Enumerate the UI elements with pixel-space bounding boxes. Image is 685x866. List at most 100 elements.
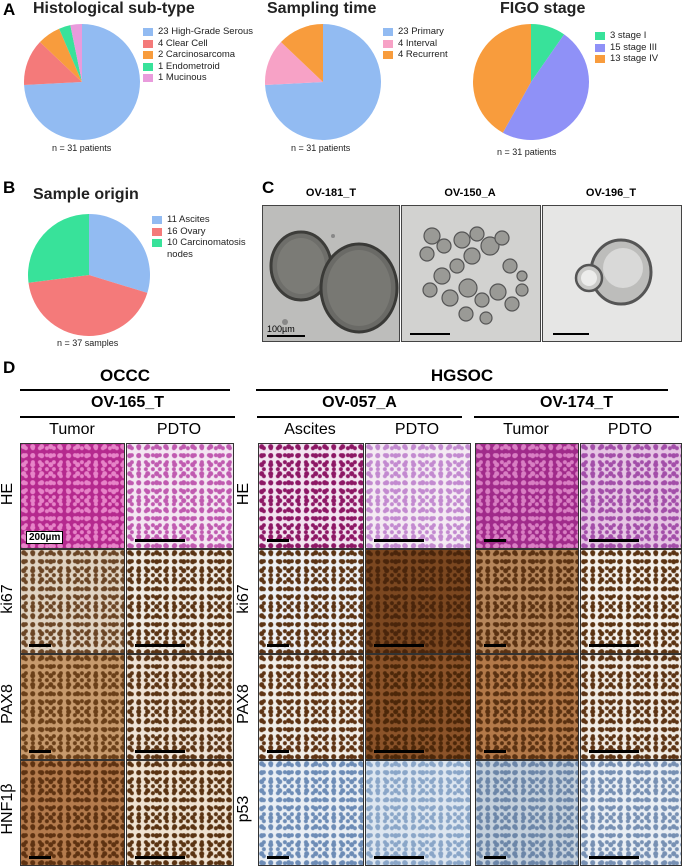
legend-swatch (143, 39, 153, 48)
organoid-label-2: OV-150_A (444, 187, 496, 199)
histology-tile (20, 549, 125, 654)
row-label: ki67 (235, 584, 252, 614)
histology-tile (365, 654, 471, 760)
histology-tile (258, 760, 364, 866)
histology-tile (580, 549, 682, 654)
histology-tile (20, 654, 125, 760)
histology-tile (258, 654, 364, 760)
pie-slice (59, 25, 82, 82)
panel-letter-a: A (3, 0, 16, 19)
histology-tile (20, 443, 125, 549)
pie-title-figo: FIGO stage (500, 0, 586, 17)
pie-chart-sampling (265, 24, 381, 140)
column-header: PDTO (156, 421, 202, 438)
pie-slice (24, 42, 82, 85)
row-label: HE (0, 482, 16, 506)
pie-slice (70, 24, 82, 82)
legend-swatch (143, 74, 153, 82)
row-label: HE (235, 482, 252, 506)
n-label-figo: n = 31 patients (497, 147, 557, 157)
legend-figo: 3 stage I 15 stage III 13 stage IV (595, 30, 658, 65)
sample-title-1: OV-165_T (91, 394, 164, 411)
scale-bar (135, 750, 185, 753)
scale-bar (374, 750, 424, 753)
pie-slice (280, 24, 323, 82)
scale-bar (484, 539, 506, 542)
scale-label: 100µm (267, 324, 295, 334)
scale-bar (267, 539, 289, 542)
histology-tile (20, 760, 125, 866)
organoid-label-3: OV-196_T (585, 187, 637, 199)
histology-tile (365, 549, 471, 654)
legend-entry: 2 Carcinosarcoma (158, 49, 236, 60)
group-divider-occc (20, 389, 230, 391)
scale-bar (374, 856, 424, 859)
scale-bar (267, 856, 289, 859)
legend-entry: 11 Ascites (167, 214, 210, 225)
group-divider-hgsoc (256, 389, 668, 391)
histology-tile (475, 443, 579, 549)
scale-bar (589, 750, 639, 753)
legend-entry: 15 stage III (610, 41, 658, 53)
sample-divider-3 (474, 416, 679, 418)
histology-tile (126, 654, 234, 760)
column-header: PDTO (394, 421, 440, 438)
pie-title-sampling: Sampling time (267, 0, 377, 17)
histology-tile (126, 549, 234, 654)
scale-bar (484, 750, 506, 753)
pie-chart-origin (28, 214, 150, 336)
brightfield-image-2 (401, 205, 541, 342)
scale-bar (267, 335, 305, 337)
column-header: Tumor (49, 421, 95, 438)
legend-entry: 13 stage IV (610, 53, 659, 64)
histology-tile (258, 443, 364, 549)
n-label-sampling: n = 31 patients (291, 143, 351, 153)
legend-swatch (143, 62, 153, 71)
legend-swatch (152, 227, 162, 236)
scale-label: 200µm (26, 531, 64, 544)
legend-entry: 4 Interval (398, 37, 438, 49)
legend-entry: 4 Clear Cell (158, 37, 208, 49)
scale-bar (410, 333, 450, 335)
group-title-occc: OCCC (99, 366, 151, 385)
legend-swatch (383, 39, 393, 48)
brightfield-image-3 (542, 205, 682, 342)
legend-swatch (152, 216, 162, 224)
legend-swatch (383, 28, 393, 36)
pie-slice (265, 42, 323, 85)
row-label: PAX8 (0, 684, 16, 724)
histology-tile (580, 654, 682, 760)
scale-bar (267, 750, 289, 753)
pie-slice (502, 34, 589, 140)
panel-letter-d: D (3, 358, 16, 377)
scale-bar (484, 856, 506, 859)
column-header: Ascites (284, 421, 336, 438)
pie-slice (28, 214, 89, 283)
histology-tile (475, 760, 579, 866)
legend-swatch (595, 32, 605, 40)
panel-letter-c: C (262, 178, 275, 197)
histology-tile (126, 760, 234, 866)
pie-slice (473, 24, 531, 133)
scale-bar (29, 644, 51, 647)
histology-tile (580, 760, 682, 866)
group-title-hgsoc: HGSOC (430, 366, 494, 385)
legend-histology: 23 High-Grade Serous 4 Clear Cell 2 Carc… (143, 26, 253, 84)
legend-entry: 4 Recurrent (398, 49, 448, 60)
column-header: PDTO (607, 421, 653, 438)
panel-letter-b: B (3, 178, 16, 197)
pie-slice (24, 24, 140, 140)
n-label-origin: n = 37 samples (57, 338, 119, 348)
sample-divider-1 (20, 416, 235, 418)
scale-bar (135, 856, 185, 859)
scale-bar (484, 644, 506, 647)
histology-tile (475, 654, 579, 760)
scale-bar (267, 644, 289, 647)
pie-chart-figo (473, 24, 589, 140)
legend-entry: 23 High-Grade Serous (158, 26, 254, 37)
sample-divider-2 (257, 416, 462, 418)
scale-bar (374, 539, 424, 542)
histology-tile (365, 760, 471, 866)
scale-bar (553, 333, 589, 335)
legend-swatch (595, 55, 605, 63)
